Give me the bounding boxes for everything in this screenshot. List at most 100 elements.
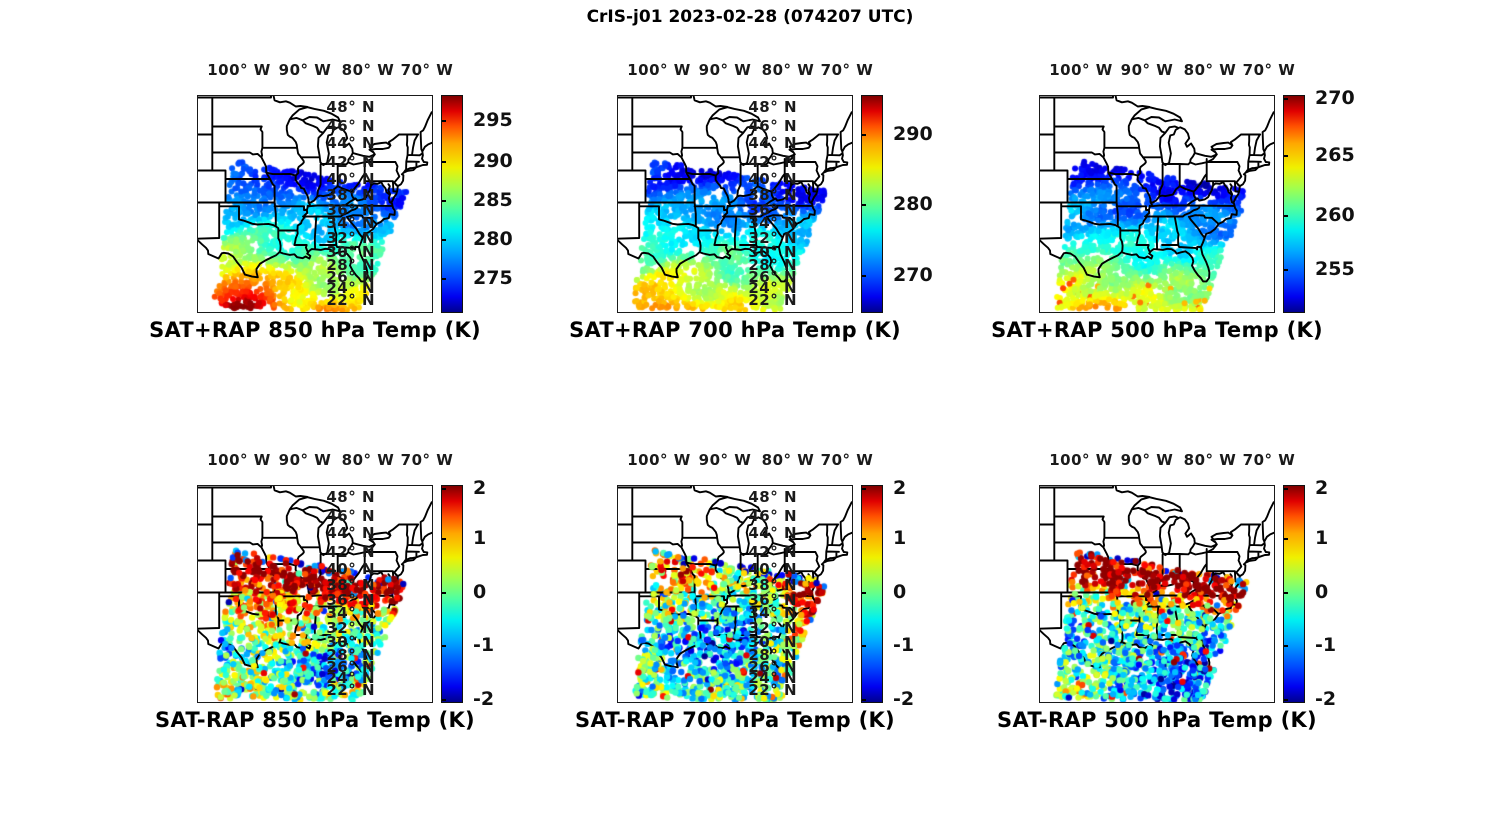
lat-tick-label: 46° N	[748, 507, 797, 525]
colorbar	[1283, 95, 1305, 313]
lon-tick-label: 100° W	[207, 61, 271, 79]
panel-title: SAT-RAP 500 hPa Temp (K)	[997, 708, 1317, 732]
colorbar-tick-label: -2	[1315, 687, 1337, 710]
colorbar-tick-label: 0	[473, 580, 487, 603]
colorbar-tick-mark	[862, 204, 866, 206]
lat-tick-label: 44° N	[748, 524, 797, 542]
panel-title: SAT+RAP 700 hPa Temp (K)	[569, 318, 901, 342]
colorbar-tick-label: 265	[1315, 143, 1355, 166]
lat-tick-label: 34° N	[326, 604, 375, 622]
lat-tick-label: 36° N	[748, 201, 797, 219]
lat-tick-label: 26° N	[748, 268, 797, 286]
lat-tick-label: 24° N	[748, 279, 797, 297]
colorbar-tick-label: -1	[1315, 634, 1337, 657]
lat-tick-label: 22° N	[748, 681, 797, 699]
map-plot-area: 100° W90° W80° W70° W 48° N46° N44° N42°…	[197, 61, 453, 313]
scatter-overlay-layer	[617, 95, 853, 313]
lat-tick-label: 48° N	[326, 98, 375, 116]
colorbar-tick-label: 280	[893, 193, 933, 215]
colorbar-tick-label: 290	[473, 150, 513, 173]
lat-tick-label: 36° N	[326, 201, 375, 219]
lat-tick-label: 40° N	[326, 170, 375, 188]
lon-tick-label: 70° W	[1242, 451, 1296, 469]
lat-tick-label: 28° N	[326, 256, 375, 274]
colorbar-tick-mark	[1284, 154, 1288, 157]
colorbar-tick-mark	[862, 698, 866, 701]
lon-tick-label: 80° W	[761, 451, 815, 469]
colorbar-tick-label: 1	[893, 527, 907, 550]
lat-tick-label: 32° N	[326, 619, 375, 637]
colorbar-tick-mark	[1284, 538, 1288, 541]
lat-tick-label: 24° N	[326, 279, 375, 297]
lat-tick-label: 28° N	[748, 256, 797, 274]
lon-tick-label: 90° W	[278, 451, 332, 469]
colorbar-tick-mark	[442, 239, 446, 242]
lat-tick-label: 26° N	[326, 268, 375, 286]
lon-tick-label: 70° W	[400, 451, 454, 469]
colorbar-tick-mark	[442, 278, 446, 281]
colorbar-tick-mark	[862, 274, 866, 277]
colorbar-tick-mark	[1284, 698, 1288, 701]
colorbar	[861, 485, 883, 703]
lon-tick-label: 70° W	[820, 61, 874, 79]
lat-tick-label: 44° N	[326, 134, 375, 152]
lon-tick-label: 80° W	[1183, 451, 1237, 469]
scatter-overlay-layer	[197, 485, 433, 703]
colorbar-tick-label: 280	[473, 228, 513, 251]
colorbar-tick-mark	[442, 200, 446, 203]
colorbar-tick-mark	[442, 487, 446, 490]
lon-tick-label: 70° W	[820, 451, 874, 469]
colorbar-tick-label: 295	[473, 109, 513, 132]
colorbar-tick-mark	[862, 487, 866, 490]
lat-tick-label: 38° N	[748, 576, 797, 594]
colorbar-tick-mark	[862, 134, 866, 137]
panel-sat-minus-rap-850-hpa: 100° W 90° W 80° W 70° W 48° N46° N44° N42°…	[155, 451, 494, 732]
colorbar-tick-mark	[862, 538, 866, 541]
lat-tick-label: 40° N	[326, 560, 375, 578]
lat-tick-label: 28° N	[748, 646, 797, 664]
colorbar	[441, 485, 463, 703]
colorbar-tick-mark	[442, 591, 446, 594]
colorbar-tick-mark	[442, 538, 446, 541]
colorbar-tick-label: 285	[473, 189, 513, 212]
colorbar-tick-label: 0	[893, 580, 907, 603]
colorbar-tick-label: -2	[473, 687, 495, 710]
scatter-overlay-layer	[617, 485, 853, 703]
lat-tick-label: 26° N	[748, 658, 797, 676]
colorbar-tick-label: 255	[1315, 258, 1355, 281]
panel-title: SAT+RAP 850 hPa Temp (K)	[149, 318, 481, 342]
colorbar-tick-label: 0	[1315, 580, 1329, 603]
lat-tick-label: 30° N	[326, 243, 375, 261]
lat-tick-label: 32° N	[748, 229, 797, 247]
lat-tick-label: 40° N	[748, 170, 797, 188]
lat-tick-label: 22° N	[748, 291, 797, 309]
colorbar-tick-label: 2	[473, 476, 487, 499]
lon-tick-label: 80° W	[341, 451, 395, 469]
lon-tick-label: 100° W	[1049, 61, 1113, 79]
lon-tick-label: 100° W	[627, 451, 691, 469]
lat-tick-label: 48° N	[326, 488, 375, 506]
colorbar-tick-mark	[1284, 97, 1288, 100]
panel-sat-plus-rap-500-hpa: 100° W 90° W 80° W 70° W 48° N 46° N 44° N 42°…	[748, 61, 1354, 342]
scatter-overlay-layer	[1039, 95, 1275, 313]
lat-tick-label: 32° N	[748, 619, 797, 637]
lat-tick-label: 46° N	[326, 117, 375, 135]
colorbar-tick-label: 1	[1315, 527, 1329, 550]
colorbar-tick-label: -1	[893, 634, 915, 657]
lat-tick-label: 42° N	[326, 543, 375, 561]
lon-tick-label: 100° W	[1049, 451, 1113, 469]
colorbar-tick-label: -2	[893, 687, 915, 710]
lon-tick-label: 100° W	[627, 61, 691, 79]
lat-tick-label: 48° N	[748, 98, 797, 116]
lat-tick-label: 38° N	[326, 576, 375, 594]
lat-tick-label: 32° N	[326, 229, 375, 247]
lon-tick-label: 70° W	[400, 61, 454, 79]
lon-tick-label: 90° W	[1120, 451, 1174, 469]
colorbar-tick-mark	[1284, 269, 1288, 272]
colorbar-tick-mark	[1284, 645, 1288, 648]
colorbar-tick-label: 260	[1315, 203, 1355, 226]
